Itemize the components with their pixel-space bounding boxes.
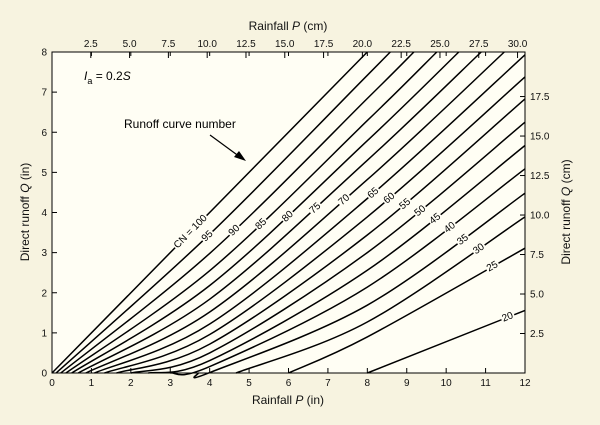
y-tick-label-right: 17.5 — [530, 92, 550, 103]
y-tick-label-right: 2.5 — [530, 329, 544, 340]
curve-label-group-cn-25: 25 — [483, 258, 502, 275]
curve-label-group-cn-20: 20 — [499, 309, 517, 325]
y-axis-label-left: Direct runoff Q (in) — [18, 163, 32, 262]
x-tick-label-top: 27.5 — [469, 39, 489, 50]
curve-cn-50 — [130, 121, 526, 374]
curve-cn-30 — [235, 216, 526, 374]
curve-cn-45 — [148, 144, 526, 374]
y-tick-label-left: 6 — [41, 128, 47, 139]
x-tick-label-top: 5.0 — [123, 39, 137, 50]
curve-label-bg — [396, 195, 415, 213]
curve-label-bg — [306, 199, 325, 217]
x-tick-label-top: 30.0 — [508, 39, 528, 50]
y-tick-label-left: 1 — [41, 328, 47, 339]
curve-cn-20 — [367, 309, 526, 374]
curve-cn-70 — [85, 51, 505, 374]
curve-cn-75 — [77, 51, 482, 374]
curve-label-bg — [335, 191, 354, 209]
x-tick-label-top: 7.5 — [161, 39, 175, 50]
y-tick-label-right: 15.0 — [530, 132, 550, 143]
curve-cn-100 — [51, 51, 368, 374]
curve-label-bg — [470, 240, 488, 258]
x-tick-label-top: 10.0 — [197, 39, 217, 50]
x-tick-label-bottom: 8 — [365, 378, 371, 389]
y-tick-label-left: 8 — [41, 48, 47, 59]
x-axis-label-top: Rainfall P (cm) — [249, 19, 328, 33]
x-tick-label-top: 25.0 — [430, 39, 450, 50]
x-tick-label-bottom: 7 — [325, 378, 331, 389]
y-tick-label-left: 2 — [41, 288, 47, 299]
curve-label-bg — [380, 189, 399, 207]
curve-label-bg — [364, 184, 383, 202]
curve-label-bg — [171, 211, 211, 252]
x-axis-label-bottom: Rainfall P (in) — [252, 393, 324, 407]
y-tick-label-left: 5 — [41, 168, 47, 179]
y-tick-label-right: 12.5 — [530, 171, 550, 182]
y-axis-label-right: Direct runoff Q (cm) — [559, 159, 573, 264]
curve-label-group-cn-30: 30 — [470, 240, 488, 258]
y-tick-label-right: 7.5 — [530, 250, 544, 261]
x-tick-label-bottom: 3 — [167, 378, 173, 389]
curve-label-bg — [499, 309, 517, 325]
x-tick-label-bottom: 5 — [246, 378, 252, 389]
curve-cn-55 — [116, 98, 526, 374]
y-tick-label-right: 10.0 — [530, 211, 550, 222]
x-tick-label-top: 15.0 — [275, 39, 295, 50]
y-tick-label-left: 4 — [41, 208, 47, 219]
curve-label-bg — [483, 258, 502, 275]
ia-annotation: Ia = 0.2S — [84, 69, 131, 86]
curve-label-bg — [441, 219, 459, 237]
x-tick-label-top: 17.5 — [314, 39, 334, 50]
y-tick-label-left: 3 — [41, 248, 47, 259]
x-tick-label-bottom: 2 — [128, 378, 134, 389]
x-tick-label-bottom: 11 — [480, 378, 491, 389]
curve-label-cn-20: 20 — [501, 310, 516, 324]
x-tick-label-bottom: 10 — [441, 378, 453, 389]
y-tick-label-left: 0 — [41, 369, 47, 380]
x-tick-label-bottom: 1 — [89, 378, 95, 389]
curve-cn-60 — [104, 76, 526, 374]
curve-label-bg — [279, 207, 297, 226]
curve-label-bg — [225, 221, 244, 240]
x-tick-label-bottom: 0 — [49, 378, 55, 389]
curve-label-bg — [426, 210, 445, 228]
x-tick-label-top: 20.0 — [353, 39, 373, 50]
runoff-curve-number-annotation: Runoff curve number — [124, 117, 236, 131]
curve-label-bg — [454, 231, 472, 249]
curve-cn-95 — [55, 51, 391, 374]
x-tick-label-bottom: 6 — [286, 378, 292, 389]
x-tick-label-bottom: 12 — [519, 378, 531, 389]
x-tick-label-bottom: 9 — [404, 378, 410, 389]
x-tick-label-top: 22.5 — [391, 39, 411, 50]
annotation-arrow — [209, 134, 246, 161]
y-tick-label-right: 5.0 — [530, 290, 544, 301]
curve-cn-85 — [65, 51, 438, 374]
curve-label-cn-25: 25 — [485, 259, 500, 274]
curve-cn-65 — [94, 54, 526, 374]
curve-label-bg — [252, 215, 271, 233]
y-tick-label-left: 7 — [41, 88, 47, 99]
curve-label-bg — [198, 227, 217, 245]
x-tick-label-bottom: 4 — [207, 378, 213, 389]
x-tick-label-top: 12.5 — [236, 39, 256, 50]
curve-label-bg — [411, 202, 430, 220]
curve-cn-90 — [60, 51, 415, 374]
x-tick-label-top: 2.5 — [84, 39, 98, 50]
